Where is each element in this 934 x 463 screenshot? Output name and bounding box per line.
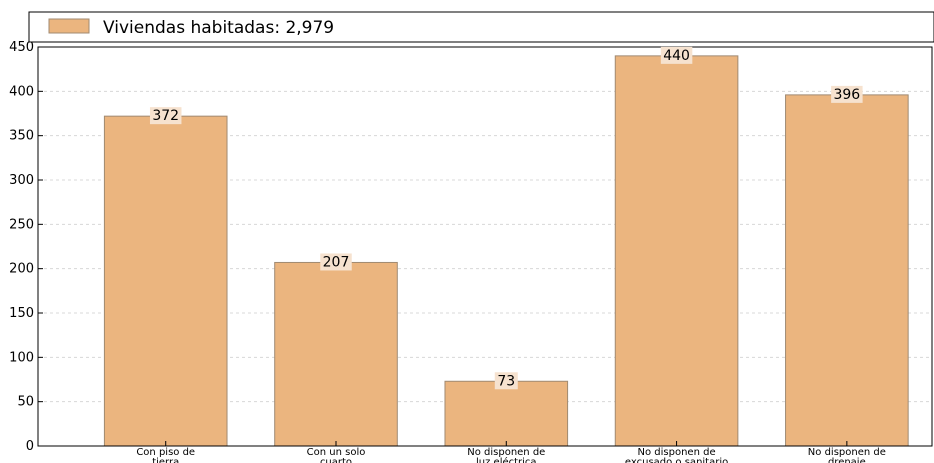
y-tick-label: 450 — [9, 40, 34, 55]
data-label: 440 — [663, 48, 690, 64]
bar — [274, 261, 398, 447]
y-tick-label: 400 — [9, 84, 34, 99]
plot-frame — [37, 46, 933, 447]
legend: Viviendas habitadas: 2,979 — [28, 11, 934, 43]
data-label: 73 — [497, 373, 515, 389]
bar — [103, 115, 228, 447]
x-tick-label: No disponen de — [467, 447, 545, 458]
grid-lines — [38, 90, 932, 403]
data-label-bg — [320, 253, 352, 271]
legend-box — [28, 11, 934, 43]
x-tick-label: drenaje — [828, 457, 866, 463]
bar — [614, 55, 739, 447]
y-tick-label: 50 — [17, 395, 34, 410]
x-tick-label: No disponen de — [808, 447, 886, 458]
bar — [444, 380, 569, 447]
y-tick-label: 350 — [9, 129, 34, 144]
x-tick-label: excusado o sanitario — [625, 457, 728, 463]
y-tick-label: 0 — [26, 439, 34, 454]
x-tick-label: cuarto — [320, 457, 352, 463]
y-tick-label: 150 — [9, 306, 34, 321]
data-label: 372 — [152, 108, 179, 124]
legend-swatch — [48, 18, 90, 34]
data-label-bg — [149, 107, 182, 125]
data-label: 396 — [833, 87, 860, 103]
y-tick-label: 250 — [9, 217, 34, 232]
x-tick-label: Con piso de — [136, 447, 195, 458]
y-tick-label: 300 — [9, 173, 34, 188]
axes: 0 50 100 150 200 250 300 350 400 450 — [9, 40, 933, 454]
data-label-bg — [831, 85, 863, 103]
x-tick-label: tierra — [152, 457, 179, 463]
data-label-bg — [494, 372, 518, 390]
bar — [785, 94, 909, 447]
legend-label: Viviendas habitadas: 2,979 — [103, 18, 334, 38]
data-label: 207 — [323, 254, 350, 270]
x-tick-label: No disponen de — [638, 447, 716, 458]
data-label-bg — [660, 46, 693, 64]
bars — [103, 55, 909, 447]
x-tick-label: Con un solo — [307, 447, 366, 458]
y-tick-label: 200 — [9, 262, 34, 277]
x-tick-label: luz eléctrica — [476, 456, 537, 463]
y-tick-label: 100 — [9, 350, 34, 365]
